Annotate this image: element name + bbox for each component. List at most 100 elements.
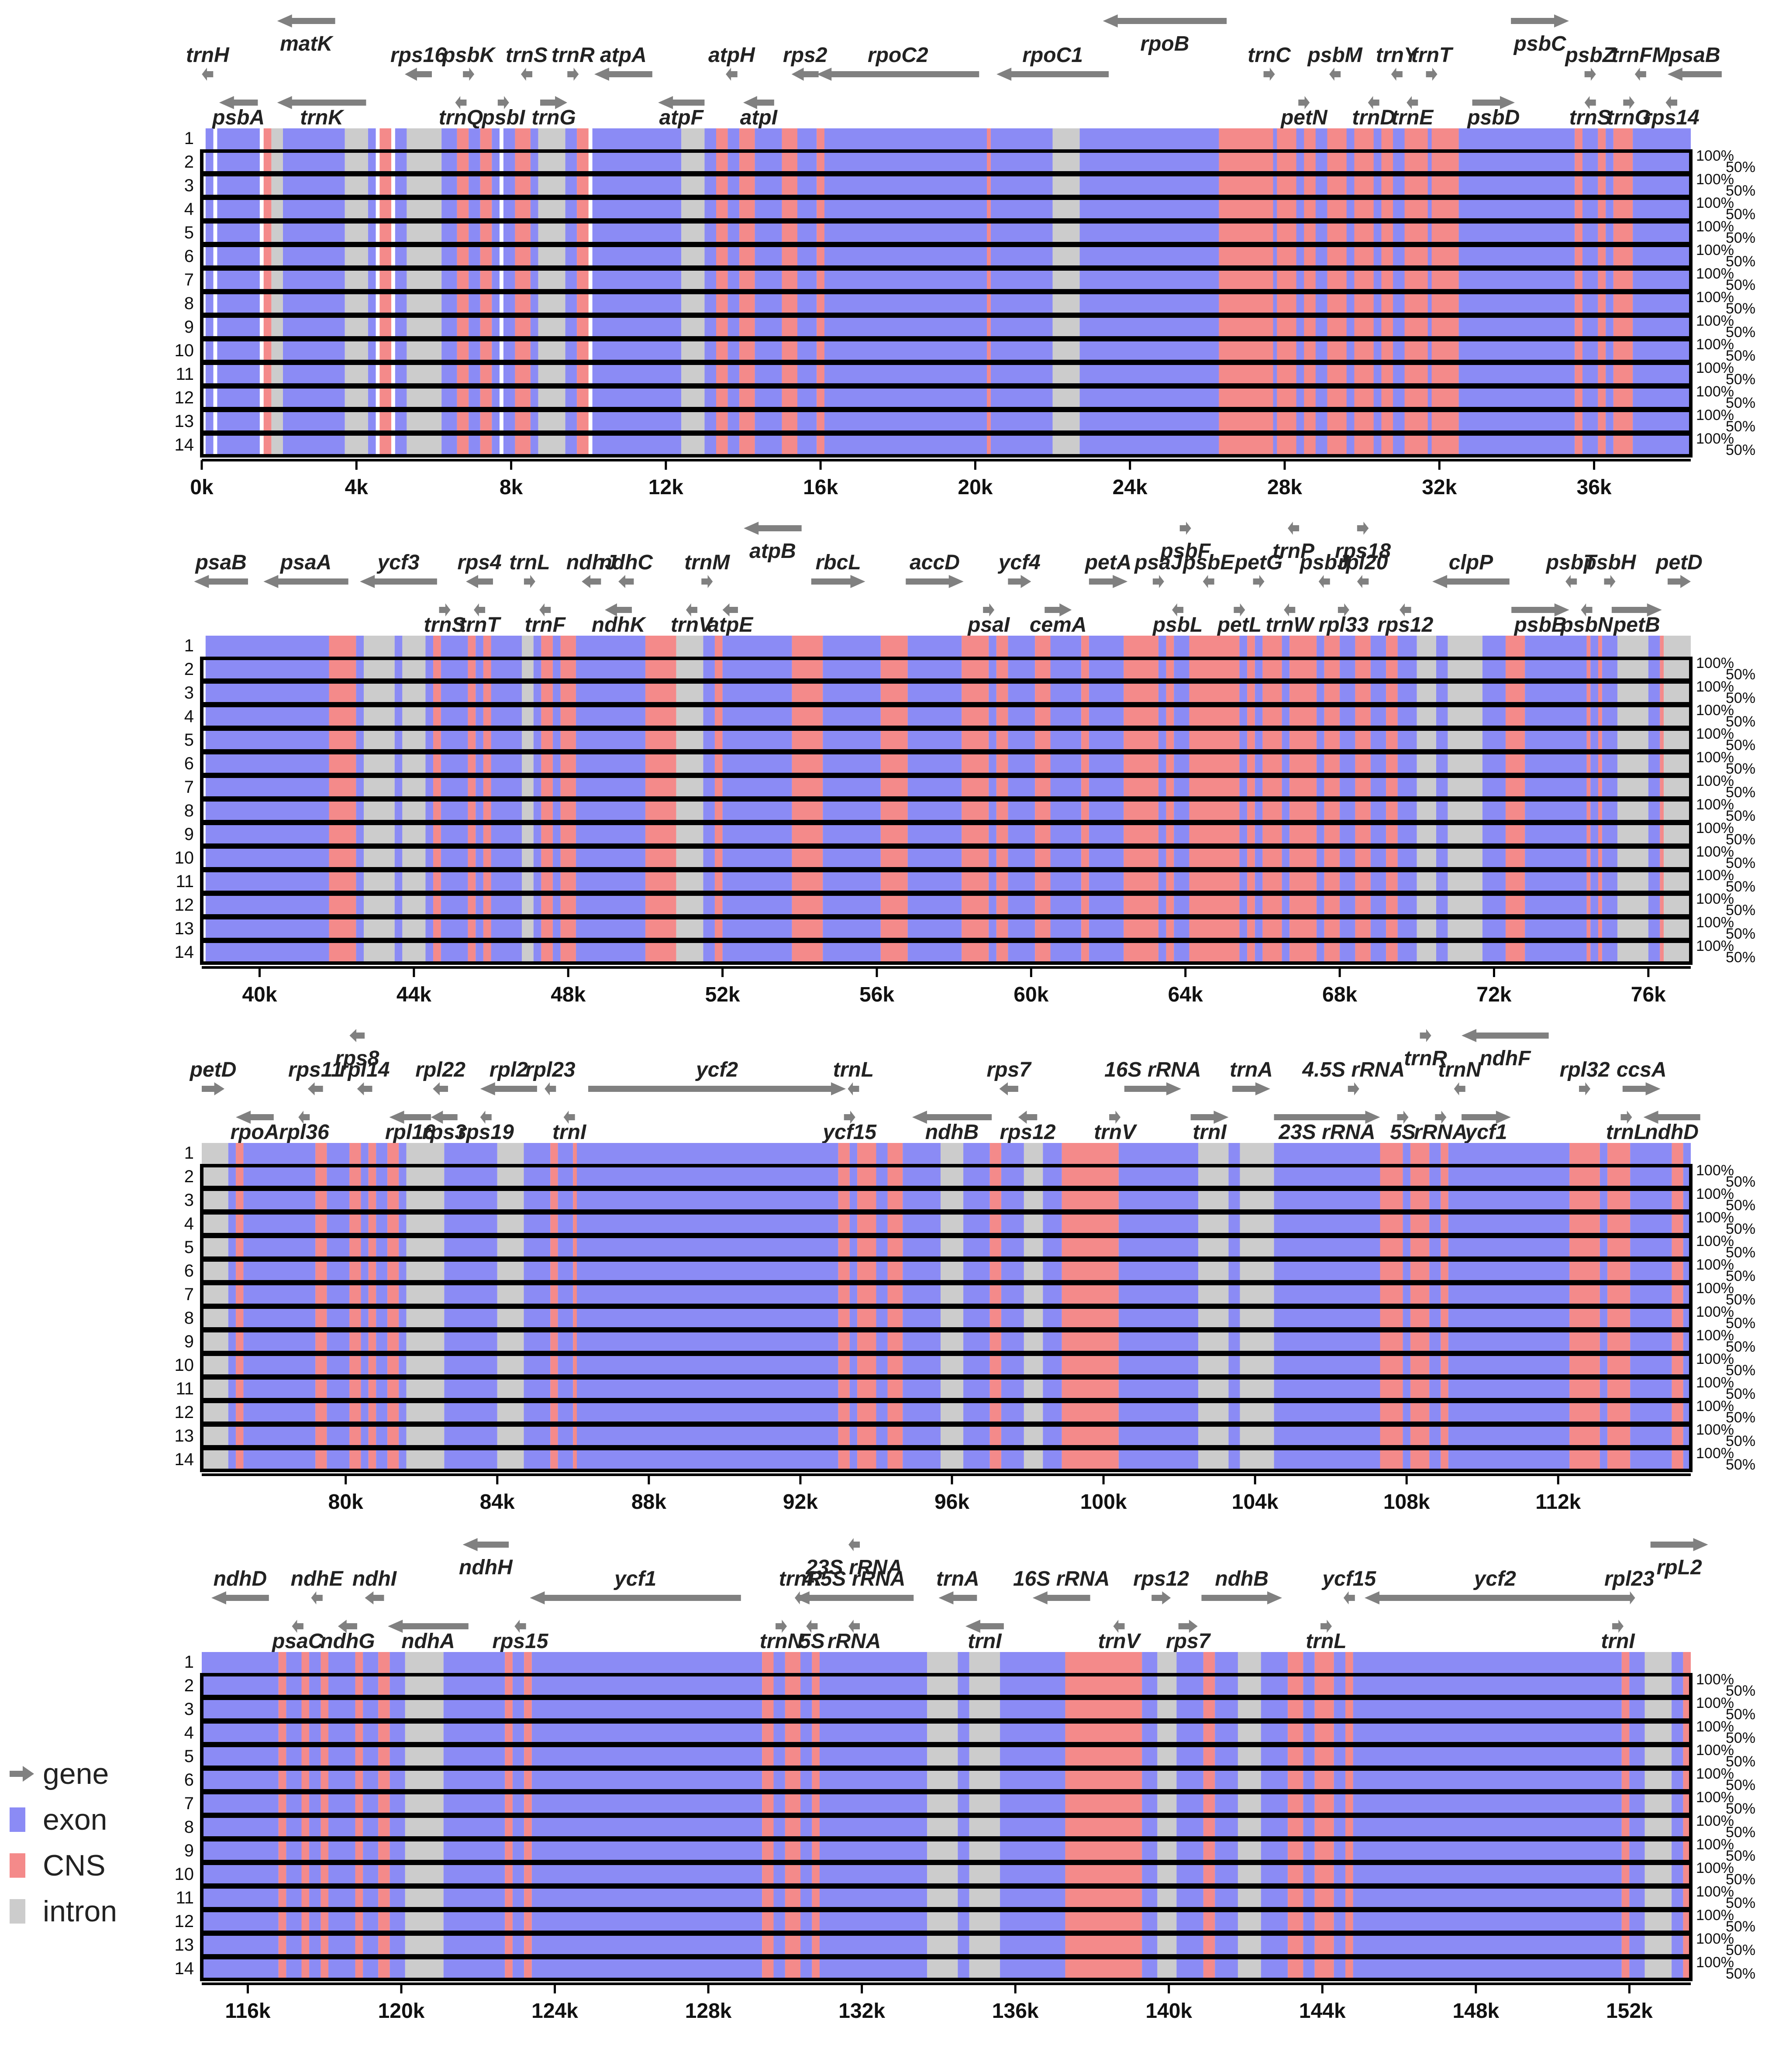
feature-exon bbox=[1158, 825, 1166, 843]
feature-exon bbox=[425, 849, 434, 867]
feature-exon bbox=[1176, 1747, 1203, 1766]
feature-intron bbox=[405, 1771, 444, 1789]
gene-label-rpl33: rpl33 bbox=[1319, 613, 1369, 637]
feature-exon bbox=[228, 1262, 236, 1280]
gene-arrow-trnG bbox=[1623, 96, 1635, 109]
feature-exon bbox=[491, 943, 522, 961]
feature-exon bbox=[1001, 1356, 1024, 1374]
feature-exon bbox=[205, 943, 329, 961]
feature-exon bbox=[394, 825, 403, 843]
feature-cns bbox=[1660, 731, 1664, 749]
feature-cns bbox=[541, 825, 553, 843]
gene-label-psbK: psbK bbox=[441, 44, 496, 67]
feature-intron bbox=[497, 1143, 524, 1164]
feature-cns bbox=[1505, 943, 1525, 961]
feature-exon bbox=[1630, 1238, 1672, 1256]
y-tick-bottom: 50% bbox=[1726, 159, 1755, 176]
feature-cns bbox=[560, 896, 576, 914]
feature-exon bbox=[849, 1450, 858, 1469]
feature-exon bbox=[1648, 636, 1660, 657]
feature-exon bbox=[704, 365, 716, 383]
feature-exon bbox=[1239, 872, 1248, 891]
feature-exon bbox=[1001, 1238, 1024, 1256]
gene-label-rps19: rps19 bbox=[458, 1121, 514, 1144]
feature-cns bbox=[1247, 943, 1255, 961]
feature-intron bbox=[405, 1865, 444, 1883]
feature-cns bbox=[315, 1380, 327, 1398]
feature-exon bbox=[524, 1309, 551, 1327]
y-tick-bottom: 50% bbox=[1726, 182, 1755, 199]
feature-exon bbox=[876, 1167, 888, 1186]
feature-intron bbox=[1240, 1309, 1274, 1327]
feature-cns bbox=[378, 1959, 390, 1978]
feature-cns bbox=[1065, 1747, 1142, 1766]
feature-exon bbox=[1274, 1167, 1380, 1186]
row-label: 14 bbox=[175, 1450, 194, 1469]
feature-cns bbox=[315, 1167, 327, 1186]
feature-intron bbox=[1644, 1912, 1672, 1931]
feature-intron bbox=[345, 176, 368, 195]
feature-cns bbox=[480, 271, 492, 289]
feature-exon bbox=[243, 1356, 316, 1374]
y-tick-bottom: 50% bbox=[1726, 1409, 1755, 1426]
feature-cns bbox=[1683, 1747, 1691, 1766]
feature-exon bbox=[755, 247, 782, 265]
feature-exon bbox=[390, 1724, 405, 1742]
feature-intron bbox=[1240, 1403, 1274, 1421]
feature-exon bbox=[592, 365, 682, 383]
feature-cns bbox=[349, 1356, 361, 1374]
gene-label-atpH: atpH bbox=[708, 44, 755, 67]
feature-intron bbox=[1417, 943, 1436, 961]
feature-cns bbox=[1386, 872, 1398, 891]
feature-exon bbox=[363, 1959, 379, 1978]
feature-cns bbox=[1124, 636, 1158, 657]
feature-cns bbox=[792, 660, 823, 678]
feature-exon bbox=[390, 1771, 405, 1789]
feature-cns bbox=[1345, 1841, 1353, 1860]
feature-exon bbox=[1482, 707, 1506, 726]
feature-cns bbox=[838, 1450, 850, 1469]
feature-exon bbox=[876, 1143, 888, 1164]
feature-exon bbox=[205, 294, 214, 313]
feature-cns bbox=[1065, 1865, 1142, 1883]
feature-exon bbox=[1001, 1450, 1024, 1469]
y-tick-bottom: 50% bbox=[1726, 1197, 1755, 1214]
feature-exon bbox=[1370, 872, 1386, 891]
feature-exon bbox=[286, 1912, 302, 1931]
gene-label-rpl23: rpl23 bbox=[1604, 1567, 1655, 1590]
feature-cns bbox=[278, 1676, 286, 1695]
feature-exon bbox=[704, 341, 716, 360]
feature-cns bbox=[989, 1450, 1001, 1469]
feature-exon bbox=[533, 636, 541, 657]
gene-label-ndhI: ndhI bbox=[352, 1567, 397, 1590]
feature-exon bbox=[399, 1309, 407, 1327]
feature-exon bbox=[1458, 318, 1575, 336]
row-label: 10 bbox=[175, 848, 194, 867]
feature-cns bbox=[962, 825, 989, 843]
feature-exon bbox=[1525, 872, 1587, 891]
feature-cns bbox=[1386, 896, 1398, 914]
feature-cns bbox=[887, 1285, 903, 1304]
feature-cns bbox=[1065, 1676, 1142, 1695]
feature-cns bbox=[1189, 707, 1240, 726]
feature-intron bbox=[497, 1427, 524, 1445]
gene-arrow-rpL2 bbox=[1650, 1538, 1708, 1551]
feature-exon bbox=[1317, 731, 1324, 749]
gene-label-5S: 5S bbox=[799, 1630, 825, 1653]
feature-cns bbox=[378, 1724, 390, 1742]
feature-exon bbox=[963, 1356, 990, 1374]
feature-exon bbox=[309, 1841, 321, 1860]
gene-arrow-rpl16 bbox=[389, 1111, 431, 1124]
y-tick-bottom: 50% bbox=[1726, 1706, 1755, 1723]
feature-cns bbox=[315, 1143, 327, 1164]
feature-exon bbox=[476, 919, 483, 938]
feature-exon bbox=[395, 412, 407, 430]
feature-cns bbox=[278, 1794, 286, 1813]
feature-cns bbox=[577, 341, 589, 360]
feature-exon bbox=[1582, 389, 1598, 407]
feature-intron bbox=[1448, 778, 1482, 796]
feature-exon bbox=[531, 1936, 762, 1954]
gene-label-matK: matK bbox=[280, 32, 334, 55]
gene-arrow-trnD bbox=[1368, 96, 1379, 109]
feature-intron bbox=[1157, 1676, 1177, 1695]
